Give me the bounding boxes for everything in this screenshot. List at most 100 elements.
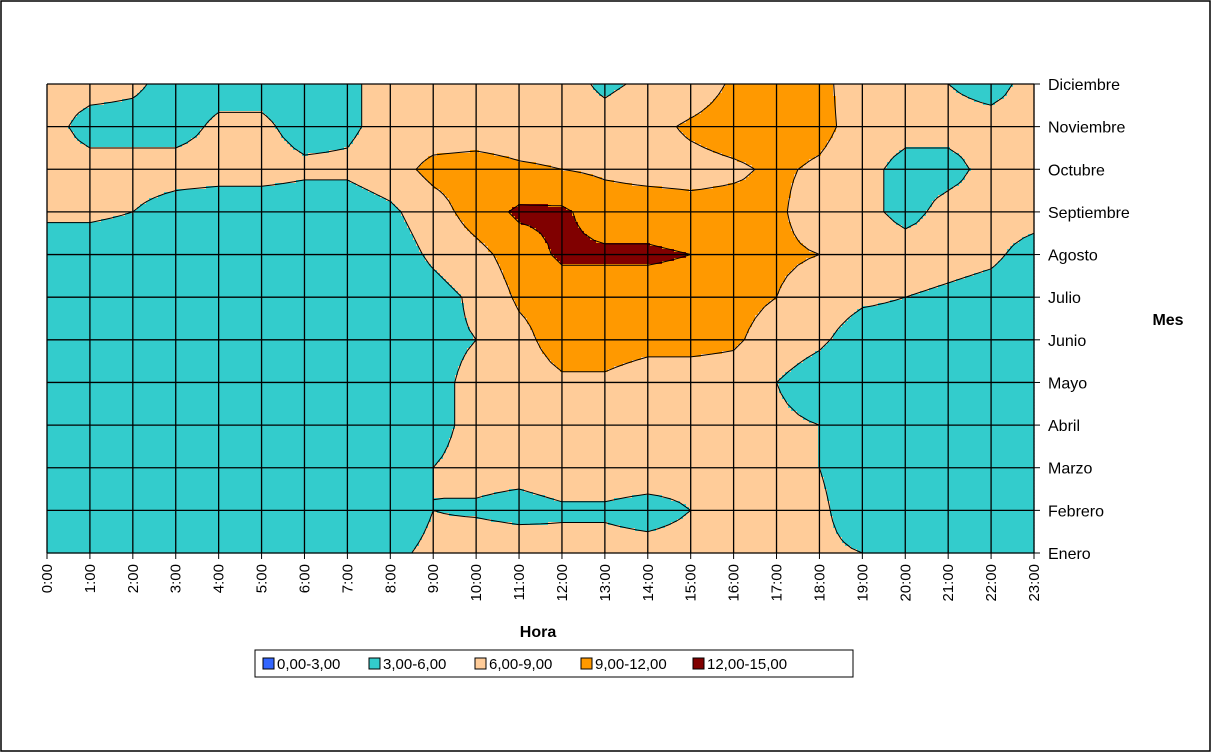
- contour-cell: [446, 447, 819, 451]
- contour-cell: [455, 399, 786, 403]
- contour-cell: [590, 237, 798, 241]
- contour-cell: [695, 114, 837, 118]
- contour-cell: [737, 159, 810, 163]
- y-tick-label: Abril: [1048, 418, 1080, 435]
- contour-cell: [443, 456, 819, 460]
- contour-cell: [47, 351, 468, 355]
- contour-cell: [938, 195, 1035, 199]
- contour-cell: [47, 174, 423, 178]
- contour-cell: [269, 117, 363, 121]
- contour-cell: [47, 465, 435, 469]
- contour-cell: [1013, 243, 1035, 247]
- contour-cell: [827, 489, 1035, 493]
- contour-cell: [782, 282, 948, 286]
- contour-cell: [551, 165, 753, 169]
- contour-cell: [542, 351, 723, 355]
- x-tick-label: 7:00: [339, 564, 356, 593]
- contour-cell: [191, 138, 285, 142]
- contour-cell: [362, 126, 678, 130]
- contour-cell: [677, 126, 837, 130]
- y-tick-label: Diciembre: [1048, 77, 1120, 94]
- contour-cell: [953, 150, 1035, 154]
- contour-cell: [779, 384, 1035, 388]
- contour-cell: [707, 105, 837, 109]
- contour-cell: [494, 492, 534, 496]
- contour-cell: [818, 450, 1035, 454]
- contour-cell: [404, 216, 459, 220]
- contour-cell: [47, 147, 294, 151]
- contour-cell: [842, 324, 1035, 328]
- contour-cell: [806, 357, 1035, 361]
- contour-cell: [455, 390, 780, 394]
- contour-cell: [824, 345, 1035, 349]
- x-tick-labels: 0:00 1:00 2:00 3:00 4:00 5:00 6:00 7:00 8:00 9:00…: [39, 564, 1043, 602]
- contour-cell: [788, 405, 1035, 409]
- contour-cell: [47, 282, 450, 286]
- contour-cell: [614, 90, 723, 94]
- contour-cell: [47, 267, 435, 271]
- contour-cell: [455, 420, 810, 424]
- contour-cell: [308, 153, 438, 157]
- contour-cell: [848, 318, 1035, 322]
- contour-cell: [416, 546, 852, 550]
- contour-cell: [533, 333, 747, 337]
- contour-cell: [479, 150, 714, 154]
- contour-cell: [791, 225, 903, 229]
- contour-cell: [797, 237, 1023, 241]
- contour-cell: [413, 237, 477, 241]
- contour-cell: [104, 102, 363, 106]
- contour-cell: [509, 288, 780, 292]
- y-tick-label: Junio: [1048, 333, 1086, 350]
- contour-cell: [689, 117, 837, 121]
- contour-cell: [425, 258, 498, 262]
- contour-cell: [791, 369, 1035, 373]
- contour-cell: [47, 318, 468, 322]
- contour-cell: [830, 510, 1035, 514]
- legend-label: 3,00-6,00: [383, 656, 446, 673]
- x-tick-label: 4:00: [211, 564, 228, 593]
- contour-cell: [500, 264, 798, 268]
- contour-cell: [893, 156, 963, 160]
- contour-cell: [578, 222, 792, 226]
- contour-cell: [818, 462, 1035, 466]
- contour-cell: [827, 144, 1035, 148]
- x-tick-label: 6:00: [296, 564, 313, 593]
- y-tick-label: Enero: [1048, 546, 1091, 563]
- contour-cell: [374, 192, 444, 196]
- contour-cell: [47, 120, 72, 124]
- contour-cell: [350, 144, 702, 148]
- contour-cell: [458, 369, 561, 373]
- contour-cell: [47, 243, 417, 247]
- x-tick-label: 5:00: [254, 564, 271, 593]
- contour-cell: [680, 129, 837, 133]
- contour-cell: [47, 264, 432, 268]
- contour-cell: [836, 117, 1035, 121]
- contour-cell: [47, 165, 420, 169]
- contour-cell: [47, 324, 468, 328]
- contour-cell: [974, 99, 999, 103]
- contour-cell: [47, 111, 81, 115]
- contour-cell: [467, 351, 543, 355]
- contour-cell: [422, 252, 492, 256]
- contour-cell: [1010, 87, 1035, 91]
- contour-cell: [515, 216, 576, 220]
- contour-cell: [959, 183, 1035, 187]
- contour-cell: [455, 408, 792, 412]
- contour-cell: [965, 162, 1035, 166]
- contour-cell: [662, 261, 804, 265]
- contour-cell: [689, 138, 831, 142]
- contour-cell: [968, 96, 1005, 100]
- contour-cell: [932, 204, 1035, 208]
- contour-cell: [47, 471, 435, 475]
- contour-cell: [788, 219, 894, 223]
- contour-cell: [830, 339, 1035, 343]
- contour-cell: [80, 111, 219, 115]
- contour-cell: [47, 99, 123, 103]
- contour-cell: [47, 387, 456, 391]
- contour-cell: [701, 354, 813, 358]
- contour-cell: [446, 195, 792, 199]
- contour-cell: [422, 537, 843, 541]
- contour-cell: [182, 144, 291, 148]
- contour-cell: [884, 180, 963, 184]
- contour-fills: [47, 83, 1035, 554]
